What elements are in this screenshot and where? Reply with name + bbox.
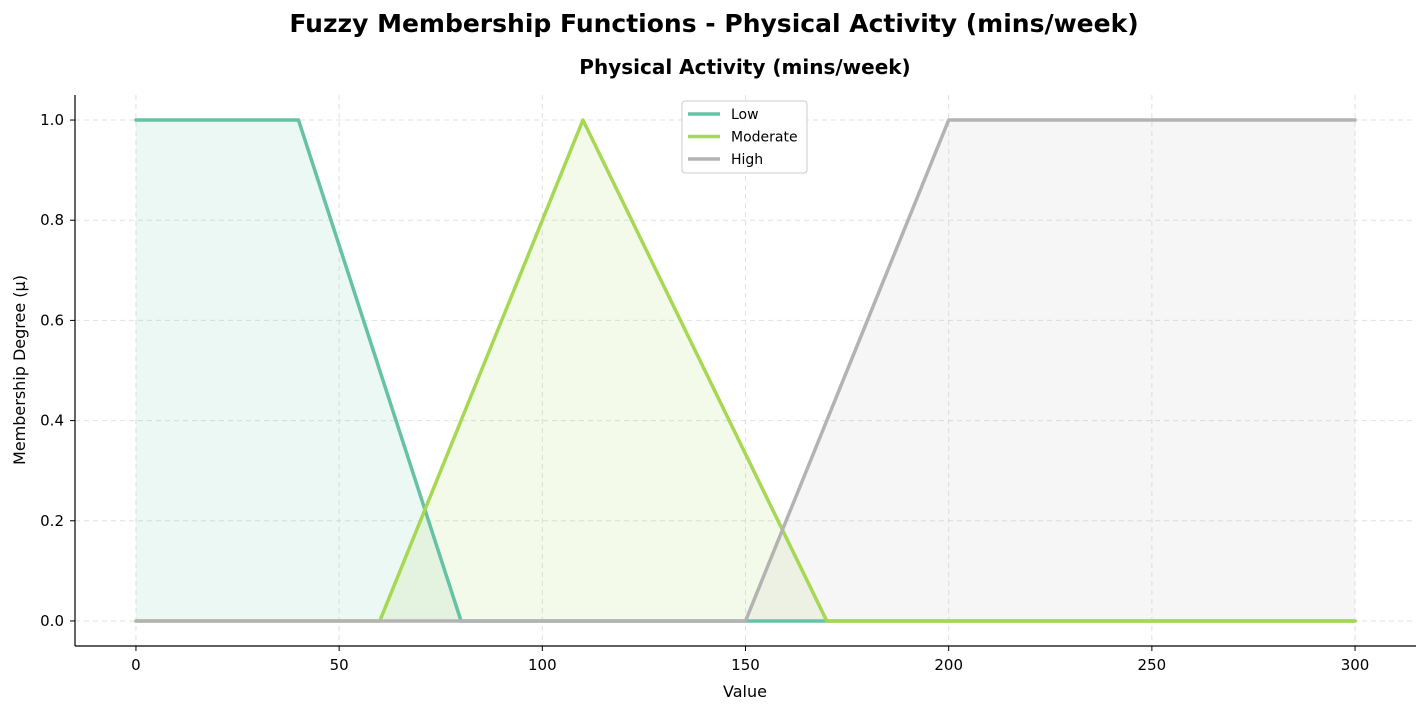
legend-box xyxy=(681,100,808,174)
legend-label-high: High xyxy=(731,152,763,168)
legend: Low Moderate High xyxy=(681,100,808,174)
y-tick-label: 0.2 xyxy=(40,512,64,530)
legend-label-low: Low xyxy=(731,107,759,123)
y-tick-label: 0.8 xyxy=(40,211,64,229)
legend-label-moderate: Moderate xyxy=(731,130,798,146)
x-tick-label: 200 xyxy=(934,656,963,674)
x-tick-label: 150 xyxy=(731,656,760,674)
y-tick-label: 1.0 xyxy=(40,111,64,129)
x-tick-label: 0 xyxy=(131,656,141,674)
series-fill-moderate xyxy=(135,120,1356,621)
x-tick-label: 250 xyxy=(1138,656,1167,674)
series-line-high xyxy=(134,118,1357,623)
chart-title: Physical Activity (mins/week) xyxy=(579,55,910,79)
y-tick-label: 0.6 xyxy=(40,311,64,329)
x-tick-label: 300 xyxy=(1341,656,1370,674)
y-tick-label: 0.0 xyxy=(40,612,64,630)
x-tick-label: 50 xyxy=(330,656,349,674)
series-fill-high xyxy=(135,120,1356,621)
y-tick-label: 0.4 xyxy=(40,412,64,430)
y-axis-label: Membership Degree (μ) xyxy=(10,275,29,465)
tick-layer: 0 50 100 150 200 250 300 0.0 0.2 0.4 0.6 0.8 1.0 xyxy=(40,111,1369,674)
figure-suptitle: Fuzzy Membership Functions - Physical Ac… xyxy=(289,9,1138,38)
x-axis-label: Value xyxy=(723,682,767,701)
line-layer xyxy=(134,118,1357,623)
x-tick-label: 100 xyxy=(528,656,557,674)
